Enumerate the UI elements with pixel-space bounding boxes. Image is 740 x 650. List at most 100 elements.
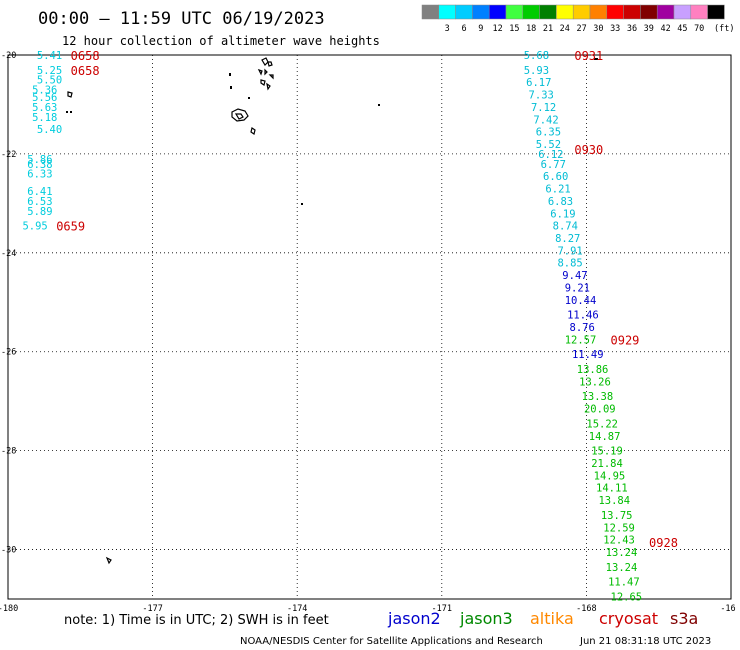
legend-swatch: [472, 4, 490, 20]
y-tick-label: -26: [1, 348, 16, 358]
legend-label: 18: [526, 24, 536, 34]
wave-height-value: 5.95: [22, 221, 47, 233]
island-shape: [257, 68, 263, 76]
wave-height-value: 6.21: [545, 184, 570, 196]
legend-label: 15: [509, 24, 519, 34]
pass-time-label: 0931: [574, 49, 603, 63]
wave-height-value: 7.91: [557, 245, 582, 257]
wave-height-value: 12.43: [603, 535, 635, 547]
legend-unit: (ft): [714, 24, 734, 34]
coastline-dots: [66, 58, 598, 205]
legend-swatch: [421, 4, 440, 20]
pass-time-label: 0930: [574, 143, 603, 157]
legend-label: 36: [627, 24, 637, 34]
legend-swatch: [522, 4, 540, 20]
legend-swatch: [488, 4, 507, 20]
legend-swatch: [673, 4, 692, 20]
wave-height-value: 11.46: [567, 310, 599, 322]
wave-height-value: 5.89: [27, 206, 52, 218]
wave-height-value: 9.47: [562, 270, 587, 282]
wave-height-value: 11.47: [608, 577, 640, 589]
wave-height-value: 7.33: [529, 90, 554, 102]
legend-swatch: [539, 4, 557, 20]
legend-swatch: [623, 4, 641, 20]
legend-swatch: [589, 4, 608, 20]
island-shape: [67, 91, 73, 98]
wave-height-value: 6.38: [27, 159, 52, 171]
wave-height-value: 13.38: [582, 391, 614, 403]
legend-label: 12: [492, 24, 502, 34]
wave-height-value: 7.12: [531, 102, 556, 114]
wave-height-value: 13.75: [601, 510, 633, 522]
x-tick-label: -171: [432, 604, 452, 614]
satellite-name: cryosat: [599, 609, 658, 628]
legend-swatch: [606, 4, 624, 20]
pass-time-label: 0928: [649, 536, 678, 550]
island-shape: [250, 127, 256, 135]
map-title: 00:00 – 11:59 UTC 06/19/2023: [38, 9, 325, 29]
wave-height-value: 5.50: [37, 75, 62, 87]
islet: [230, 86, 232, 89]
wave-height-value: 6.83: [548, 196, 573, 208]
wave-height-value: 5.36: [32, 85, 57, 97]
x-tick-label: -180: [0, 604, 18, 614]
wave-height-value: 6.12: [538, 149, 563, 161]
island-shape: [268, 74, 274, 80]
wave-height-value: 8.27: [555, 233, 580, 245]
wave-height-value: 15.19: [591, 446, 623, 458]
footer-credit: NOAA/NESDIS Center for Satellite Applica…: [240, 636, 543, 647]
wave-height-value: 20.09: [584, 404, 616, 416]
wave-height-value: 6.53: [27, 196, 52, 208]
island-shape: [260, 79, 266, 86]
island-shape: [105, 556, 112, 565]
x-tick-label: -16: [720, 604, 735, 614]
island-shape: [234, 113, 244, 120]
legend-label: 45: [677, 24, 687, 34]
wave-height-value: 12.57: [565, 334, 597, 346]
wave-height-value: 5.56: [32, 92, 57, 104]
satellite-name: jason2: [387, 609, 441, 628]
legend-swatch: [505, 4, 524, 20]
wave-height-value: 13.24: [606, 547, 638, 559]
x-tick-label: -177: [142, 604, 162, 614]
wave-height-value: 10.44: [565, 295, 597, 307]
wave-height-value: 13.84: [598, 495, 630, 507]
wave-height-value: 5.93: [524, 65, 549, 77]
legend-swatch: [707, 4, 725, 20]
graticule-grid: [8, 55, 731, 599]
legend-label: 24: [560, 24, 570, 34]
legend-swatch: [690, 4, 708, 20]
legend-label: 70: [694, 24, 704, 34]
wave-height-value: 13.26: [579, 376, 611, 388]
wave-height-value: 8.76: [570, 322, 595, 334]
legend-swatch: [640, 4, 658, 20]
wave-height-value: 5.63: [32, 102, 57, 114]
wave-height-value: 6.17: [526, 77, 551, 89]
wave-height-value: 5.25: [37, 65, 62, 77]
y-tick-label: -30: [1, 546, 16, 556]
y-tick-label: -20: [1, 51, 16, 61]
axis-ticks: -180 -177 -174 -171 -168 -16 -20 -22 -24 -26 -28 -3…: [0, 51, 736, 614]
island-shape: [264, 68, 268, 76]
x-tick-label: -168: [576, 604, 596, 614]
legend-label: 3: [445, 24, 450, 34]
islet: [229, 73, 231, 76]
plot-frame: [7, 54, 732, 600]
legend-swatch: [656, 4, 675, 20]
wave-height-value: 5.18: [32, 112, 57, 124]
y-tick-label: -22: [1, 150, 16, 160]
wave-height-value: 14.87: [589, 431, 621, 443]
legend-swatch: [455, 4, 473, 20]
wave-height-value: 5.41: [37, 50, 62, 62]
legend-label: 9: [478, 24, 483, 34]
y-tick-label: -28: [1, 447, 16, 457]
islet: [378, 104, 380, 106]
map-subtitle: 12 hour collection of altimeter wave hei…: [62, 34, 380, 48]
pass-time-label: 0929: [611, 333, 640, 347]
satellite-legend: jason2 jason3 altika cryosat s3a: [387, 609, 698, 628]
wave-height-value: 9.21: [565, 282, 590, 294]
wave-height-value: 6.19: [550, 208, 575, 220]
wave-height-value: 5.86: [27, 154, 52, 166]
wave-height-value: 12.59: [603, 522, 635, 534]
x-tick-label: -174: [287, 604, 307, 614]
